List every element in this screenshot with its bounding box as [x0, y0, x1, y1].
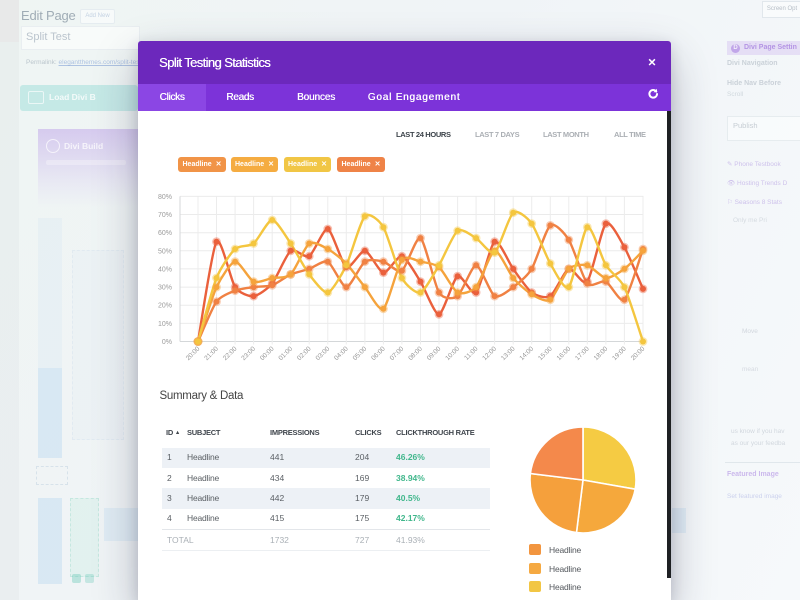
svg-text:23:00: 23:00: [240, 345, 257, 362]
svg-text:20:00: 20:00: [185, 345, 202, 362]
svg-text:17:00: 17:00: [574, 345, 591, 362]
svg-text:00:00: 00:00: [259, 345, 276, 362]
svg-text:50%: 50%: [158, 248, 172, 255]
svg-text:04:00: 04:00: [333, 345, 350, 362]
svg-text:20:00: 20:00: [630, 345, 647, 362]
svg-text:10:00: 10:00: [444, 345, 461, 362]
svg-text:60%: 60%: [158, 230, 172, 237]
svg-text:09:00: 09:00: [426, 345, 443, 362]
svg-text:14:00: 14:00: [518, 345, 535, 362]
svg-text:06:00: 06:00: [370, 345, 387, 362]
svg-text:01:00: 01:00: [277, 345, 294, 362]
svg-text:10%: 10%: [158, 321, 172, 328]
svg-text:16:00: 16:00: [556, 345, 573, 362]
svg-text:13:00: 13:00: [500, 345, 517, 362]
svg-text:22:00: 22:00: [222, 345, 239, 362]
svg-text:40%: 40%: [158, 266, 172, 273]
svg-text:02:00: 02:00: [296, 345, 313, 362]
svg-text:15:00: 15:00: [537, 345, 554, 362]
svg-text:12:00: 12:00: [481, 345, 498, 362]
svg-text:30%: 30%: [158, 285, 172, 292]
svg-text:03:00: 03:00: [315, 345, 332, 362]
svg-text:0%: 0%: [162, 339, 172, 346]
svg-text:80%: 80%: [158, 194, 172, 201]
svg-text:70%: 70%: [158, 212, 172, 219]
svg-text:05:00: 05:00: [352, 345, 369, 362]
svg-text:11:00: 11:00: [463, 345, 480, 362]
svg-text:19:00: 19:00: [611, 345, 628, 362]
svg-text:18:00: 18:00: [593, 345, 610, 362]
svg-text:07:00: 07:00: [389, 345, 406, 362]
svg-text:08:00: 08:00: [407, 345, 424, 362]
svg-text:21:00: 21:00: [203, 345, 220, 362]
svg-text:20%: 20%: [158, 303, 172, 310]
